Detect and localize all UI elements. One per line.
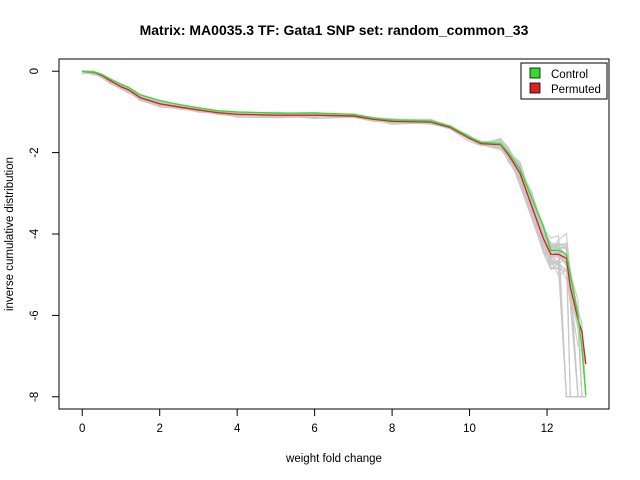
x-tick-label: 0 [79, 423, 85, 435]
series-lines [82, 70, 587, 395]
legend-label-control: Control [551, 69, 588, 81]
y-tick-label: -6 [29, 310, 41, 320]
legend: Control Permuted [520, 62, 608, 100]
y-axis: 0 -2 -4 -6 -8 [29, 68, 60, 402]
y-tick-label: -2 [29, 147, 41, 157]
x-tick-label: 6 [311, 423, 317, 435]
x-axis-label: weight fold change [285, 453, 382, 465]
x-tick-label: 8 [389, 423, 395, 435]
legend-swatch-permuted [529, 82, 541, 94]
x-tick-label: 12 [541, 423, 554, 435]
y-tick-label: -8 [29, 392, 41, 402]
legend-swatch-control [529, 67, 541, 79]
x-axis: 0 2 4 6 8 10 12 [79, 408, 554, 435]
legend-label-permuted: Permuted [551, 84, 601, 96]
y-tick-label: 0 [29, 68, 41, 74]
x-tick-label: 10 [463, 423, 476, 435]
chart-title: Matrix: MA0035.3 TF: Gata1 SNP set: rand… [140, 22, 529, 38]
y-tick-label: -4 [29, 228, 41, 239]
series-line-permuted [82, 70, 587, 365]
series-line-control [82, 70, 587, 395]
y-axis-label: inverse cumulative distribution [4, 157, 16, 311]
x-tick-label: 2 [157, 423, 163, 435]
x-tick-label: 4 [234, 423, 241, 435]
